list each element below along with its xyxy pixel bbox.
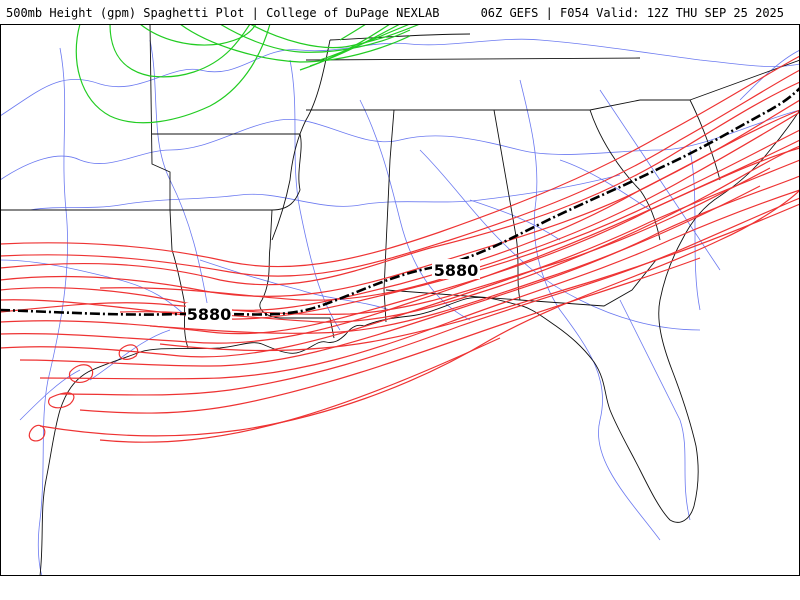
plot-title: 500mb Height (gpm) Spaghetti Plot | Coll… [6, 6, 440, 20]
header-bar: 500mb Height (gpm) Spaghetti Plot | Coll… [0, 0, 800, 24]
ensemble-members-5820 [75, 24, 421, 124]
contour-label: 5880 [434, 261, 479, 280]
contour-label: 5880 [187, 305, 232, 324]
contour-labels: 5880 5880 [186, 259, 480, 324]
footer-bar [0, 576, 800, 600]
ensemble-members-5880 [0, 55, 800, 443]
gulf-coastline [39, 109, 800, 576]
spaghetti-map: 5880 5880 [0, 24, 800, 576]
run-valid-time: 06Z GEFS | F054 Valid: 12Z THU SEP 25 20… [480, 6, 784, 20]
